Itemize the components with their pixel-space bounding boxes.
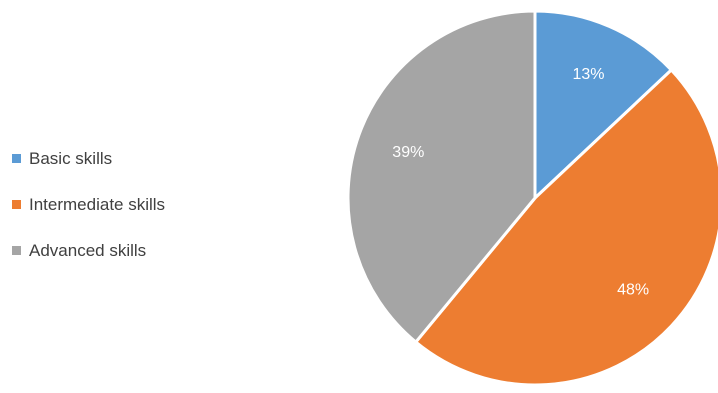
data-label-advanced-skills: 39% [392, 144, 424, 161]
pie-slice-basic-skills [533, 9, 673, 200]
pie-slice-intermediate-skills [414, 68, 718, 387]
legend-item-basic-skills: Basic skills [12, 146, 165, 171]
data-label-basic-skills: 13% [572, 66, 604, 83]
pie-slices [346, 9, 718, 387]
legend-swatch-basic-skills [12, 154, 21, 163]
data-label-intermediate-skills: 48% [617, 282, 649, 299]
legend-item-advanced-skills: Advanced skills [12, 238, 165, 263]
legend-label-basic-skills: Basic skills [29, 148, 113, 168]
pie-data-labels: 13% 48% 39% [392, 66, 649, 299]
pie-slice-advanced-skills [346, 9, 537, 344]
legend-label-advanced-skills: Advanced skills [29, 240, 147, 260]
legend-swatch-intermediate-skills [12, 200, 21, 209]
legend-swatch-advanced-skills [12, 246, 21, 255]
legend-item-intermediate-skills: Intermediate skills [12, 192, 165, 217]
legend-label-intermediate-skills: Intermediate skills [29, 194, 166, 214]
chart-legend: Basic skills Intermediate skills Advance… [12, 146, 165, 263]
